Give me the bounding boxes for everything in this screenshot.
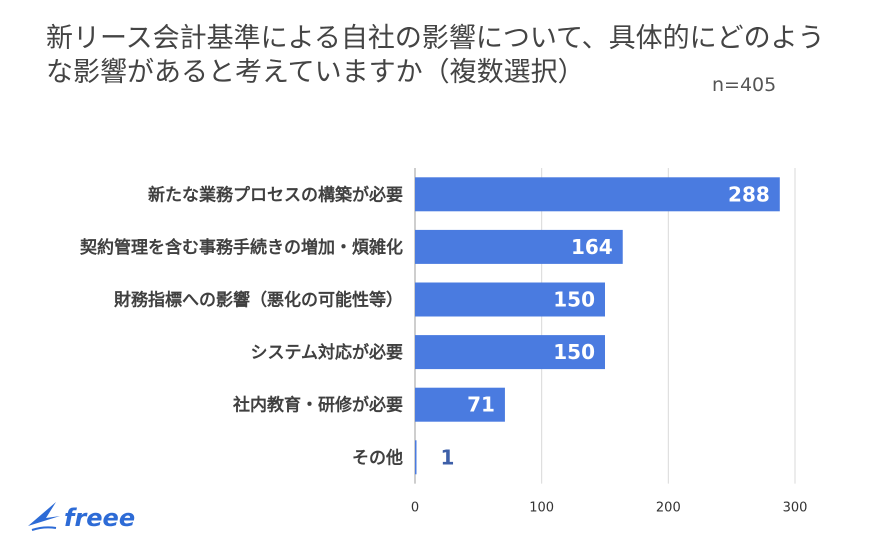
- value-label: 288: [728, 182, 770, 206]
- bar: [415, 229, 623, 264]
- x-tick-label: 300: [783, 501, 808, 516]
- x-tick-label: 100: [529, 501, 554, 516]
- svg-text:freee: freee: [64, 504, 135, 532]
- value-label: 71: [467, 393, 495, 417]
- value-label: 150: [553, 288, 595, 312]
- x-axis-ticks: 0 100 200 300: [411, 501, 808, 516]
- category-label: 社内教育・研修が必要: [232, 395, 403, 416]
- category-label: 財務指標への影響（悪化の可能性等）: [113, 290, 403, 311]
- x-tick-label: 200: [656, 501, 681, 516]
- category-labels: 新たな業務プロセスの構築が必要契約管理を含む事務手続きの増加・煩雑化財務指標への…: [79, 184, 403, 468]
- category-label: その他: [352, 447, 403, 468]
- value-label: 1: [441, 445, 455, 469]
- bar: [415, 282, 605, 317]
- value-label: 150: [553, 340, 595, 364]
- value-labels: 288 164 150 150 71 1: [441, 182, 770, 469]
- x-tick-label: 0: [411, 501, 419, 516]
- bar: [415, 440, 417, 475]
- bar: [415, 387, 505, 422]
- bar: [415, 177, 780, 212]
- chart-title: 新リース会計基準による自社の影響について、具体的にどのような影響があると考えてい…: [46, 23, 825, 88]
- bars: [415, 177, 780, 475]
- value-label: 164: [571, 235, 613, 259]
- gridlines: [414, 168, 796, 484]
- category-label: 新たな業務プロセスの構築が必要: [148, 184, 403, 205]
- bar: [415, 335, 605, 370]
- freee-logo: freee: [28, 502, 135, 532]
- category-label: 契約管理を含む事務手続きの増加・煩雑化: [79, 237, 403, 258]
- category-label: システム対応が必要: [251, 342, 404, 363]
- sample-size: n=405: [712, 74, 777, 96]
